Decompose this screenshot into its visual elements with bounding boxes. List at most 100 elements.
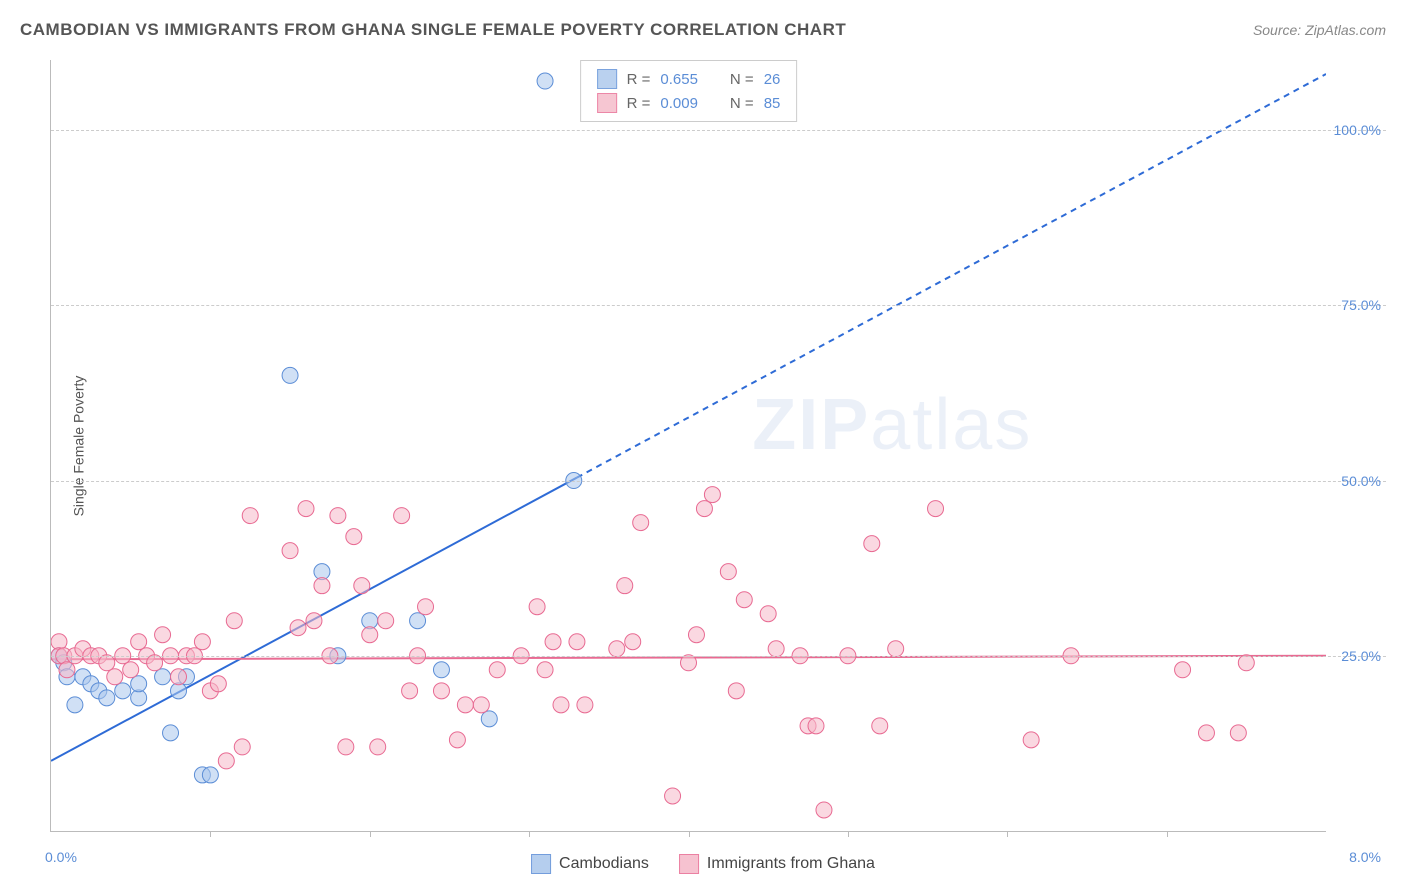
y-tick-label: 25.0% <box>1341 648 1381 664</box>
cambodians-point <box>537 73 553 89</box>
ghana-point <box>1238 655 1254 671</box>
source-attribution: Source: ZipAtlas.com <box>1253 22 1386 38</box>
n-value: 85 <box>764 95 781 112</box>
scatter-svg <box>51 60 1326 831</box>
source-name: ZipAtlas.com <box>1305 22 1386 38</box>
gridline-h <box>51 656 1386 657</box>
cambodians-point <box>410 613 426 629</box>
plot-area: ZIPatlas R = 0.655N = 26R = 0.009N = 85 … <box>50 60 1326 832</box>
ghana-point <box>681 655 697 671</box>
ghana-point <box>242 508 258 524</box>
legend-series: Cambodians Immigrants from Ghana <box>531 854 875 874</box>
ghana-point <box>59 662 75 678</box>
ghana-point <box>234 739 250 755</box>
x-min-label: 0.0% <box>45 849 77 865</box>
ghana-point <box>665 788 681 804</box>
cambodians-point <box>481 711 497 727</box>
ghana-point <box>529 599 545 615</box>
gridline-h <box>51 305 1386 306</box>
y-tick-label: 75.0% <box>1341 297 1381 313</box>
ghana-point <box>928 501 944 517</box>
legend-swatch <box>597 93 617 113</box>
ghana-point <box>569 634 585 650</box>
ghana-point <box>123 662 139 678</box>
ghana-point <box>346 529 362 545</box>
n-label: N = <box>730 95 754 112</box>
ghana-point <box>194 634 210 650</box>
ghana-point <box>210 676 226 692</box>
ghana-point <box>226 613 242 629</box>
x-tick <box>370 831 371 837</box>
ghana-point <box>107 669 123 685</box>
ghana-point <box>99 655 115 671</box>
x-tick <box>210 831 211 837</box>
legend-series-label: Cambodians <box>559 855 649 873</box>
ghana-point <box>760 606 776 622</box>
ghana-point <box>872 718 888 734</box>
ghana-point <box>314 578 330 594</box>
ghana-point <box>1198 725 1214 741</box>
ghana-point <box>418 599 434 615</box>
r-value: 0.009 <box>660 95 698 112</box>
r-label: R = <box>627 95 651 112</box>
ghana-point <box>537 662 553 678</box>
ghana-point <box>728 683 744 699</box>
cambodians-point <box>155 669 171 685</box>
ghana-point <box>1175 662 1191 678</box>
cambodians-point <box>115 683 131 699</box>
ghana-point <box>290 620 306 636</box>
cambodians-point <box>163 725 179 741</box>
ghana-point <box>864 536 880 552</box>
legend-swatch <box>679 854 699 874</box>
ghana-point <box>720 564 736 580</box>
r-value: 0.655 <box>660 71 698 88</box>
ghana-point <box>457 697 473 713</box>
ghana-point <box>394 508 410 524</box>
chart-header: CAMBODIAN VS IMMIGRANTS FROM GHANA SINGL… <box>20 20 1386 40</box>
ghana-point <box>433 683 449 699</box>
n-value: 26 <box>764 71 781 88</box>
ghana-point <box>473 697 489 713</box>
x-tick <box>848 831 849 837</box>
ghana-point <box>338 739 354 755</box>
chart-title: CAMBODIAN VS IMMIGRANTS FROM GHANA SINGL… <box>20 20 846 40</box>
y-tick-label: 50.0% <box>1341 473 1381 489</box>
ghana-point <box>298 501 314 517</box>
plot-wrapper: ZIPatlas R = 0.655N = 26R = 0.009N = 85 … <box>50 60 1386 832</box>
ghana-point <box>354 578 370 594</box>
ghana-point <box>378 613 394 629</box>
legend-series-label: Immigrants from Ghana <box>707 855 875 873</box>
ghana-point <box>131 634 147 650</box>
ghana-point <box>362 627 378 643</box>
ghana-point <box>545 634 561 650</box>
ghana-point <box>888 641 904 657</box>
legend-series-item: Cambodians <box>531 854 649 874</box>
ghana-point <box>282 543 298 559</box>
ghana-point <box>553 697 569 713</box>
cambodians-point <box>67 697 83 713</box>
x-tick <box>1007 831 1008 837</box>
ghana-point <box>402 683 418 699</box>
x-tick <box>1167 831 1168 837</box>
n-label: N = <box>730 71 754 88</box>
ghana-point <box>768 641 784 657</box>
x-tick <box>689 831 690 837</box>
legend-correlation: R = 0.655N = 26R = 0.009N = 85 <box>580 60 798 122</box>
gridline-h <box>51 130 1386 131</box>
gridline-h <box>51 481 1386 482</box>
ghana-point <box>306 613 322 629</box>
ghana-point <box>1230 725 1246 741</box>
ghana-point <box>696 501 712 517</box>
ghana-point <box>147 655 163 671</box>
legend-stat-row: R = 0.655N = 26 <box>597 67 781 91</box>
ghana-point <box>489 662 505 678</box>
ghana-point <box>609 641 625 657</box>
ghana-point <box>370 739 386 755</box>
legend-swatch <box>531 854 551 874</box>
ghana-point <box>617 578 633 594</box>
ghana-point <box>704 487 720 503</box>
cambodians-point <box>131 676 147 692</box>
cambodians-point <box>282 367 298 383</box>
cambodians-point <box>202 767 218 783</box>
legend-swatch <box>597 69 617 89</box>
